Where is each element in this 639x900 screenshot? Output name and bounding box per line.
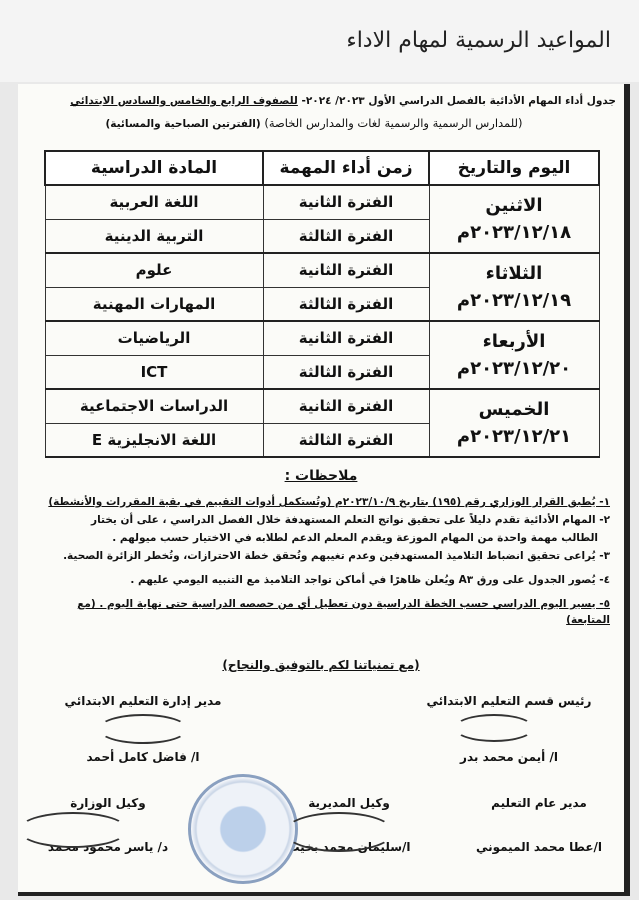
- day-name: الاثنين: [485, 195, 543, 216]
- table-row: الفترة الثالثة ICT: [44, 354, 599, 390]
- signatory-title: مدير إدارة التعليم الابتدائي: [64, 694, 222, 708]
- subject-cell: اللغة العربية: [44, 184, 264, 220]
- period-cell: الفترة الثالثة: [262, 422, 430, 458]
- notes-title: ملاحظات :: [284, 468, 358, 484]
- period-cell: الفترة الثانية: [262, 388, 430, 424]
- period-cell: الفترة الثالثة: [262, 354, 430, 390]
- signatory-name: ا/عطا محمد الميموني: [475, 840, 603, 854]
- signature-scribble-icon: [454, 714, 534, 742]
- subject-cell: علوم: [44, 252, 264, 288]
- signature-scribble-icon: [284, 812, 394, 852]
- date: ٢٠٢٣/١٢/٢٠م: [456, 358, 572, 379]
- day-name: الثلاثاء: [485, 263, 543, 284]
- document-heading: جدول أداء المهام الأدائية بالفصل الدراسي…: [26, 94, 616, 108]
- heading-grades: للصفوف الرابع والخامس والسادس الابتدائي: [70, 95, 298, 107]
- schedule-table: اليوم والتاريخ زمن أداء المهمة المادة ال…: [44, 150, 600, 458]
- signature-scribble-icon: [98, 714, 188, 744]
- notes-list: ١- يُطبق القرار الوزاري رقم (١٩٥) بتاريخ…: [30, 494, 610, 630]
- date: ٢٠٢٣/١٢/٢١م: [456, 426, 572, 447]
- subject-cell: اللغة الانجليزية E: [44, 422, 264, 458]
- table-row: الفترة الثالثة التربية الدينية: [44, 218, 599, 254]
- signature-block: رئيس قسم التعليم الابتدائي ا/ أيمن محمد ب…: [424, 694, 594, 764]
- note-item: ٢- المهام الأدائية تقدم دليلاً على تحقيق…: [91, 514, 610, 526]
- date: ٢٠٢٣/١٢/١٨م: [456, 222, 572, 243]
- day-name: الأربعاء: [482, 331, 546, 352]
- document-subheading: (للمدارس الرسمية والرسمية لغات والمدارس …: [44, 116, 584, 132]
- subject-cell: الدراسات الاجتماعية: [44, 388, 264, 424]
- heading-text: جدول أداء المهام الأدائية بالفصل الدراسي…: [297, 95, 616, 107]
- signature-block: مدير عام التعليم ا/عطا محمد الميموني: [464, 796, 614, 854]
- subject-cell: التربية الدينية: [44, 218, 264, 254]
- note-item: الطالب مهمة واحدة من المهام الموزعة ويقد…: [112, 532, 598, 544]
- signatory-title: وكيل الوزارة: [70, 796, 146, 810]
- day-name: الخميس: [478, 399, 550, 420]
- day-date-cell: الثلاثاء ٢٠٢٣/١٢/١٩م: [428, 252, 600, 322]
- period-cell: الفترة الثانية: [262, 320, 430, 356]
- schedule-document: جدول أداء المهام الأدائية بالفصل الدراسي…: [18, 84, 630, 896]
- subheading-schools: (للمدارس الرسمية والرسمية لغات والمدارس …: [264, 116, 523, 130]
- note-item: ٥- يسير اليوم الدراسي حسب الخطة الدراسية…: [77, 598, 610, 626]
- period-cell: الفترة الثالثة: [262, 286, 430, 322]
- subheading-shifts: (الفترتين الصباحية والمسائية): [105, 118, 261, 130]
- day-date-cell: الأربعاء ٢٠٢٣/١٢/٢٠م: [428, 320, 600, 390]
- notes-heading: ملاحظات :: [18, 468, 624, 484]
- header-period: زمن أداء المهمة: [262, 150, 430, 186]
- table-row: الأربعاء ٢٠٢٣/١٢/٢٠م الفترة الثانية الرياضي…: [44, 320, 600, 390]
- signatory-title: وكيل المديرية: [308, 796, 390, 810]
- closing-wish: (مع تمنياتنا لكم بالتوفيق والنجاح): [222, 658, 420, 672]
- signature-block: مدير إدارة التعليم الابتدائي ا/ فاضل كامل…: [58, 694, 228, 764]
- note-item: ٣- يُراعى تحقيق انضباط التلاميذ المستهدف…: [63, 550, 610, 562]
- header-subject: المادة الدراسية: [44, 150, 264, 186]
- signature-scribble-icon: [18, 812, 128, 848]
- ministry-seal-icon: [188, 774, 298, 884]
- day-date-cell: الاثنين ٢٠٢٣/١٢/١٨م: [428, 184, 600, 254]
- subject-cell: الرياضيات: [44, 320, 264, 356]
- signatory-name: ا/ فاضل كامل أحمد: [86, 750, 200, 764]
- signatory-title: رئيس قسم التعليم الابتدائي: [426, 694, 592, 708]
- period-cell: الفترة الثانية: [262, 184, 430, 220]
- table-row: الفترة الثالثة المهارات المهنية: [44, 286, 599, 322]
- note-item: ١- يُطبق القرار الوزاري رقم (١٩٥) بتاريخ…: [48, 496, 610, 508]
- date: ٢٠٢٣/١٢/١٩م: [456, 290, 572, 311]
- post-header: المواعيد الرسمية لمهام الاداء: [0, 0, 639, 82]
- signatory-title: مدير عام التعليم: [491, 796, 587, 810]
- period-cell: الفترة الثالثة: [262, 218, 430, 254]
- period-cell: الفترة الثانية: [262, 252, 430, 288]
- table-row: الخميس ٢٠٢٣/١٢/٢١م الفترة الثانية الدراسات …: [44, 388, 600, 458]
- header-day-date: اليوم والتاريخ: [428, 150, 600, 186]
- signatory-name: ا/ أيمن محمد بدر: [460, 750, 558, 764]
- table-row: الثلاثاء ٢٠٢٣/١٢/١٩م الفترة الثانية علوم: [44, 252, 600, 322]
- subject-cell: المهارات المهنية: [44, 286, 264, 322]
- day-date-cell: الخميس ٢٠٢٣/١٢/٢١م: [428, 388, 600, 458]
- post-title: المواعيد الرسمية لمهام الاداء: [346, 28, 611, 53]
- table-row: الفترة الثالثة اللغة الانجليزية E: [44, 422, 599, 458]
- subject-cell: ICT: [44, 354, 264, 390]
- note-item: ٤- يُصور الجدول على ورق A٣ ويُعلن ظاهرًا…: [130, 574, 610, 586]
- table-row: الاثنين ٢٠٢٣/١٢/١٨م الفترة الثانية اللغة ال…: [44, 184, 600, 254]
